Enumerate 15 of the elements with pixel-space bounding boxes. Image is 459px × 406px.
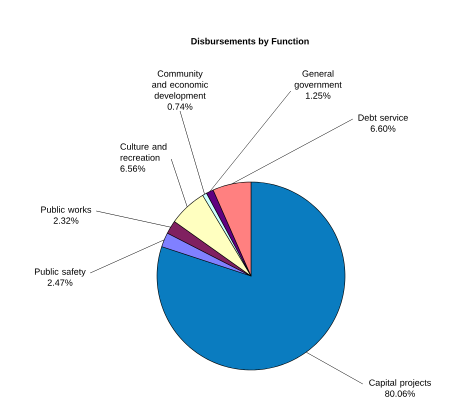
data-label: 2.32% — [54, 217, 78, 224]
data-label: 6.60% — [370, 125, 396, 132]
slice-label: Public works — [41, 206, 92, 213]
chart-title: Disbursements by Function — [191, 38, 309, 46]
slice-label: Debt service — [358, 114, 408, 121]
slice-label: Public safety — [34, 268, 86, 277]
data-label: 1.25% — [306, 92, 330, 99]
data-label: 80.06% — [385, 390, 415, 397]
slice-label: General government — [294, 70, 342, 90]
data-label: 0.74% — [168, 103, 192, 110]
slice-label: Community and economic development — [152, 70, 208, 101]
slice-label: Capital projects — [369, 379, 431, 388]
data-label: 2.47% — [48, 279, 72, 286]
data-label: 6.56% — [120, 165, 146, 172]
slice-label: Culture and recreation — [120, 143, 166, 161]
